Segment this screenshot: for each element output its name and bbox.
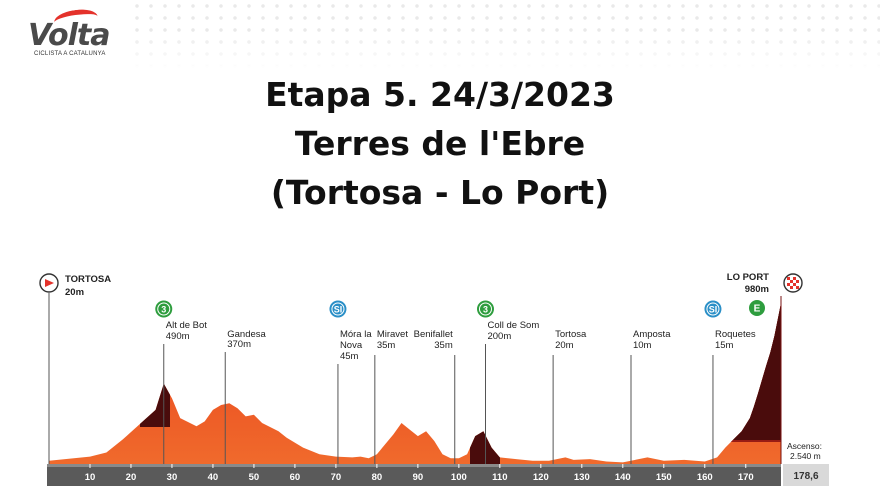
badge-label: 3	[161, 305, 166, 315]
dotted-background-pattern	[130, 0, 880, 70]
axis-layer: 10 20 30 40 50 60 70 80 90 100 110 120 130 140 150 160 1…	[47, 441, 829, 486]
badge-label: SI	[709, 305, 718, 315]
x-tick-label: 50	[249, 472, 260, 483]
stage-title-line-2: Terres de l'Ebre	[294, 124, 586, 163]
distance-total-box	[783, 464, 829, 486]
finish-checker-square	[790, 280, 793, 283]
stage-title-line-1: Etapa 5. 24/3/2023	[265, 75, 615, 114]
profile-layer	[49, 303, 781, 464]
x-tick-label: 40	[208, 472, 219, 483]
waypoint-altitude: 10m	[633, 340, 652, 351]
finish-checker-square	[790, 286, 793, 289]
logo-text: Volta	[28, 18, 111, 53]
volta-logo: Volta CICLISTA A CATALUNYA	[24, 6, 120, 62]
waypoint-altitude: 35m	[434, 340, 453, 351]
distance-axis-bar	[47, 464, 781, 486]
x-tick-label: 10	[85, 472, 96, 483]
badge-ring	[478, 302, 492, 316]
waypoint-tortosa: TORTOSA 20m	[39, 273, 111, 464]
waypoint-name: Miravet	[377, 329, 409, 340]
waypoint-altitude: 490m	[166, 331, 190, 342]
waypoint-altitude: 20m	[65, 287, 84, 298]
waypoint-name: Gandesa	[227, 329, 266, 340]
waypoint-name-cont: Nova	[340, 340, 363, 351]
x-tick-label: 150	[656, 472, 672, 483]
finish-checker-square	[793, 283, 796, 286]
logo-subtitle: CICLISTA A CATALUNYA	[34, 51, 106, 57]
x-tick-label: 100	[451, 472, 467, 483]
x-tick-label: 110	[492, 472, 507, 483]
x-tick-label: 70	[331, 472, 342, 483]
waypoint-name: Roquetes	[715, 329, 756, 340]
stage-title-line-3: (Tortosa - Lo Port)	[270, 173, 610, 212]
badge-ring	[331, 302, 345, 316]
finish-checker-square	[787, 283, 790, 286]
badge-ring	[157, 302, 171, 316]
finish-checker-square	[793, 277, 796, 280]
start-arrow-icon	[45, 279, 54, 287]
waypoint-name: Amposta	[633, 329, 671, 340]
finish-checker-square	[787, 277, 790, 280]
distance-axis-top-edge	[47, 464, 781, 467]
x-tick-label: 120	[533, 472, 549, 483]
badge-label: E	[754, 304, 761, 315]
waypoint-altitude: 370m	[227, 339, 251, 350]
finish-checker-square	[796, 286, 799, 289]
x-tick-label: 90	[413, 472, 424, 483]
waypoint-name: Alt de Bot	[166, 320, 208, 331]
finish-checker-square	[796, 280, 799, 283]
waypoint-name: Coll de Som	[487, 320, 539, 331]
x-tick-label: 20	[126, 472, 137, 483]
badge-label: 3	[483, 305, 488, 315]
waypoint-name: Tortosa	[555, 329, 587, 340]
waypoint-altitude: 35m	[377, 340, 396, 351]
ascent-label: Ascenso:	[787, 441, 822, 451]
profile-area	[49, 303, 781, 464]
x-tick-label: 130	[574, 472, 590, 483]
kom-badge-icon	[749, 300, 765, 316]
climb-lo-port-top	[732, 303, 781, 440]
waypoint-altitude: 45m	[340, 351, 359, 362]
waypoint-altitude: 15m	[715, 340, 734, 351]
waypoint-altitude: 200m	[487, 331, 511, 342]
stage-title: Etapa 5. 24/3/2023 Terres de l'Ebre (Tor…	[0, 70, 880, 217]
waypoint-name: LO PORT	[727, 272, 769, 283]
waypoint-name: Benifallet	[414, 329, 453, 340]
distance-total-label: 178,6	[793, 471, 818, 482]
badge-label: SI	[334, 305, 343, 315]
x-tick-label: 160	[697, 472, 713, 483]
x-tick-label: 140	[615, 472, 631, 483]
x-tick-label: 80	[372, 472, 383, 483]
waypoint-altitude: 20m	[555, 340, 574, 351]
x-tick-label: 170	[738, 472, 754, 483]
ascent-value: 2.540 m	[790, 451, 821, 461]
badge-ring	[706, 302, 720, 316]
x-tick-label: 60	[290, 472, 301, 483]
x-tick-label: 30	[167, 472, 178, 483]
waypoint-name: Móra la	[340, 329, 372, 340]
waypoint-name: TORTOSA	[65, 274, 111, 285]
waypoint-altitude: 980m	[745, 284, 769, 295]
climb-alt-de-bot	[140, 383, 170, 427]
